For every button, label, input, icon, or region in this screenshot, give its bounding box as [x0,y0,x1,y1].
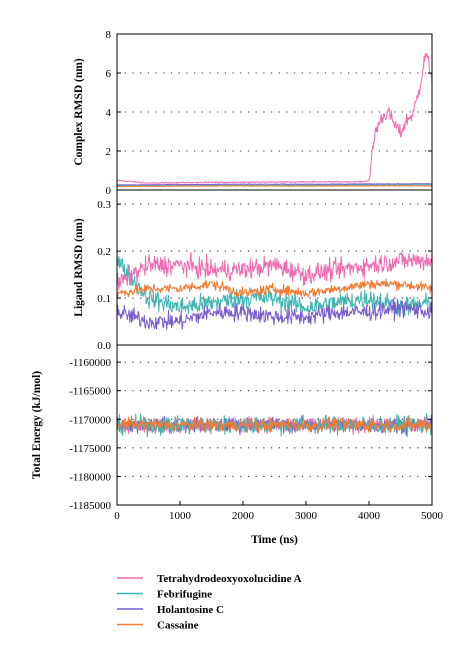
x-tick-label: 2000 [232,510,255,522]
series-line-holantosine-c [116,297,433,330]
y-tick-label: 0.3 [97,199,111,211]
y-tick-label: -1165000 [69,386,111,398]
series-line-cassaine [116,278,433,298]
y-axis-title: Ligand RMSD (nm) [73,218,85,317]
y-axis-title: Complex RMSD (nm) [73,58,85,165]
y-tick-label: 0.0 [97,340,111,352]
y-tick-label: 8 [106,29,112,41]
y-tick-label: -1180000 [69,471,111,483]
y-tick-label: -1160000 [69,357,111,369]
panel-total-energy: -1160000 -1165000 -1170000 -1175000 -1180000… [31,344,444,546]
y-tick-label: 6 [106,68,112,80]
x-tick-label: 1000 [169,510,192,522]
x-tick-label: 5000 [421,510,444,522]
y-tick-label: 4 [106,107,112,119]
y-tick-label: -1185000 [69,500,111,512]
y-tick-label: 2 [106,146,112,158]
y-tick-label: 0.2 [97,246,111,258]
series-line-cassaine [116,185,432,188]
legend-item: Holantosine C [117,604,224,616]
chart-legend: Tetrahydrodeoxyoxolucidine A Febrifugine H… [117,573,302,632]
series-line-tetrahydrodeoxyoxolucidine-a [116,251,433,291]
legend-item: Cassaine [117,620,199,632]
panel-ligand-rmsd: 0.0 0.1 0.2 0.3 Ligand RMSD (nm) [73,189,433,352]
series-line-febrifugine [116,184,432,187]
legend-label: Tetrahydrodeoxyoxolucidine A [157,573,302,585]
legend-item: Febrifugine [117,589,212,601]
y-tick-label: 0 [106,185,112,197]
y-tick-label: -1175000 [69,443,111,455]
chart-panels: 0 2 4 6 8 Complex RMSD (nm) 0.0 0.1 0.2 0.3 Ligand… [31,29,444,546]
plot-frame [116,344,433,506]
legend-label: Cassaine [157,620,199,632]
legend-label: Febrifugine [157,589,212,601]
series-line-cassaine [116,415,433,434]
x-tick-label: 3000 [295,510,318,522]
y-axis-title: Total Energy (kJ/mol) [31,371,43,479]
legend-label: Holantosine C [157,604,224,616]
x-axis-title: Time (ns) [251,534,298,546]
y-tick-label: -1170000 [69,414,111,426]
series-line-tetrahydrodeoxyoxolucidine-a [116,53,433,184]
x-tick-label: 0 [114,510,120,522]
legend-item: Tetrahydrodeoxyoxolucidine A [117,573,302,585]
y-tick-label: 0.1 [97,293,111,305]
series-line-holantosine-c [116,183,433,186]
x-tick-label: 4000 [358,510,381,522]
panel-complex-rmsd: 0 2 4 6 8 Complex RMSD (nm) [73,29,433,197]
